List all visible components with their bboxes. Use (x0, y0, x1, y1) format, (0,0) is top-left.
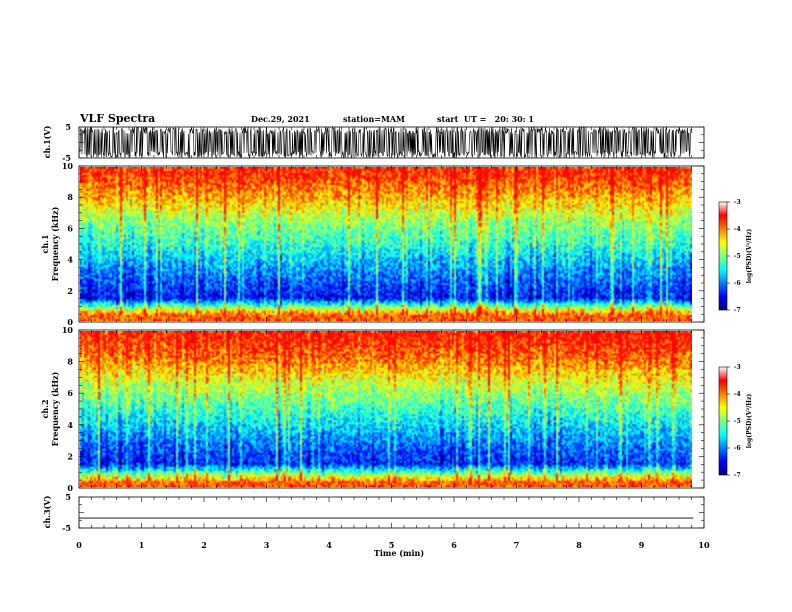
ch1-colorbar: -3 -4 -5 -6 -7 log(PSD)(V²/Hz) (718, 199, 753, 314)
ch1-spectrogram-ylabel-frequency: Frequency (kHz) (50, 206, 60, 281)
header-station: station=MAM (343, 114, 405, 124)
freq-tick-label: 10 (62, 325, 74, 335)
freq-tick-label: 8 (67, 192, 73, 202)
header-date: Dec.29, 2021 (251, 114, 310, 124)
freq-tick-label: 2 (67, 286, 73, 296)
ch1-colorbar-bar (718, 201, 728, 311)
colorbar-tick-label: -4 (734, 391, 741, 398)
ch1-waveform-ylabel: ch.1(V) (42, 125, 52, 158)
freq-tick-label: 6 (67, 388, 73, 398)
ch2-spectrogram-ylabel-frequency: Frequency (kHz) (50, 371, 60, 446)
colorbar-tick-label: -7 (734, 307, 741, 314)
ch1-spectrogram-image (80, 167, 692, 321)
ch2-spectrogram-ylabel-channel: ch.2 (40, 399, 50, 418)
x-tick-label: 6 (451, 540, 457, 550)
ch3-ytick-bottom: -5 (62, 523, 71, 533)
x-tick-label: 10 (698, 540, 710, 550)
freq-tick-label: 6 (67, 223, 73, 233)
colorbar-tick-label: -5 (734, 253, 741, 260)
colorbar-tick-label: -4 (734, 226, 741, 233)
x-tick-label: 9 (639, 540, 645, 550)
colorbar-tick-label: -7 (734, 472, 741, 479)
ch3-waveform-panel: 5 -5 ch.3(V) (42, 492, 705, 533)
x-tick-label: 5 (389, 540, 395, 550)
ch3-ytick-top: 5 (65, 492, 71, 502)
colorbar-tick-label: -3 (734, 364, 741, 371)
ch1-waveform-polyline (79, 125, 693, 159)
x-tick-label: 3 (264, 540, 270, 550)
x-tick-label: 7 (514, 540, 520, 550)
x-tick-label: 2 (201, 540, 207, 550)
freq-tick-label: 0 (67, 317, 73, 327)
x-tick-label: 1 (139, 540, 145, 550)
ch2-spectrogram-ticks: 0 2 4 6 8 10 (62, 325, 704, 493)
ch1-waveform-trace (79, 125, 693, 159)
ch3-waveform-frame (78, 496, 705, 529)
ch2-colorbar-ticks: -3 -4 -5 -6 -7 (727, 364, 741, 479)
freq-tick-label: 4 (67, 255, 73, 265)
ch3-waveform-ylabel: ch.3(V) (42, 495, 52, 528)
freq-tick-label: 8 (67, 357, 73, 367)
x-tick-label: 0 (76, 540, 82, 550)
ch1-waveform-panel: 5 -5 ch.1(V) (42, 122, 705, 163)
ch2-spectrogram-image (80, 331, 692, 487)
ch1-colorbar-label: log(PSD)(V²/Hz) (746, 229, 753, 284)
ch2-colorbar-bar (718, 366, 728, 476)
ch1-spectrogram-ylabel-channel: ch.1 (40, 234, 50, 253)
colorbar-tick-label: -6 (734, 280, 741, 287)
colorbar-tick-label: -6 (734, 445, 741, 452)
ch1-ytick-top: 5 (65, 122, 71, 132)
freq-tick-label: 4 (67, 420, 73, 430)
time-axis-ticks (78, 126, 705, 529)
ch1-spectrogram-panel: 0 2 4 6 8 10 ch.1 Frequency (kHz) (40, 161, 705, 327)
freq-tick-label: 10 (62, 161, 74, 171)
freq-tick-label: 0 (67, 483, 73, 493)
ch2-colorbar: -3 -4 -5 -6 -7 log(PSD)(V²/Hz) (718, 364, 753, 479)
freq-tick-label: 2 (67, 451, 73, 461)
x-tick-label: 8 (576, 540, 582, 550)
x-axis-label: Time (min) (374, 548, 424, 558)
ch1-spectrogram-ticks: 0 2 4 6 8 10 (62, 161, 704, 327)
colorbar-tick-label: -5 (734, 418, 741, 425)
x-tick-label: 4 (326, 540, 332, 550)
header-start-time: start UT = 20: 30: 1 (437, 114, 534, 124)
figure-title: VLF Spectra (79, 112, 155, 125)
colorbar-tick-label: -3 (734, 199, 741, 206)
ch2-spectrogram-panel: 0 2 4 6 8 10 ch.2 Frequency (kHz) (40, 325, 705, 493)
ch1-colorbar-ticks: -3 -4 -5 -6 -7 (727, 199, 741, 314)
ch1-ytick-bottom: -5 (62, 153, 71, 163)
time-axis-labels: 0 1 2 3 4 5 6 7 8 9 10 (76, 540, 710, 550)
ch2-colorbar-label: log(PSD)(V²/Hz) (746, 394, 753, 449)
